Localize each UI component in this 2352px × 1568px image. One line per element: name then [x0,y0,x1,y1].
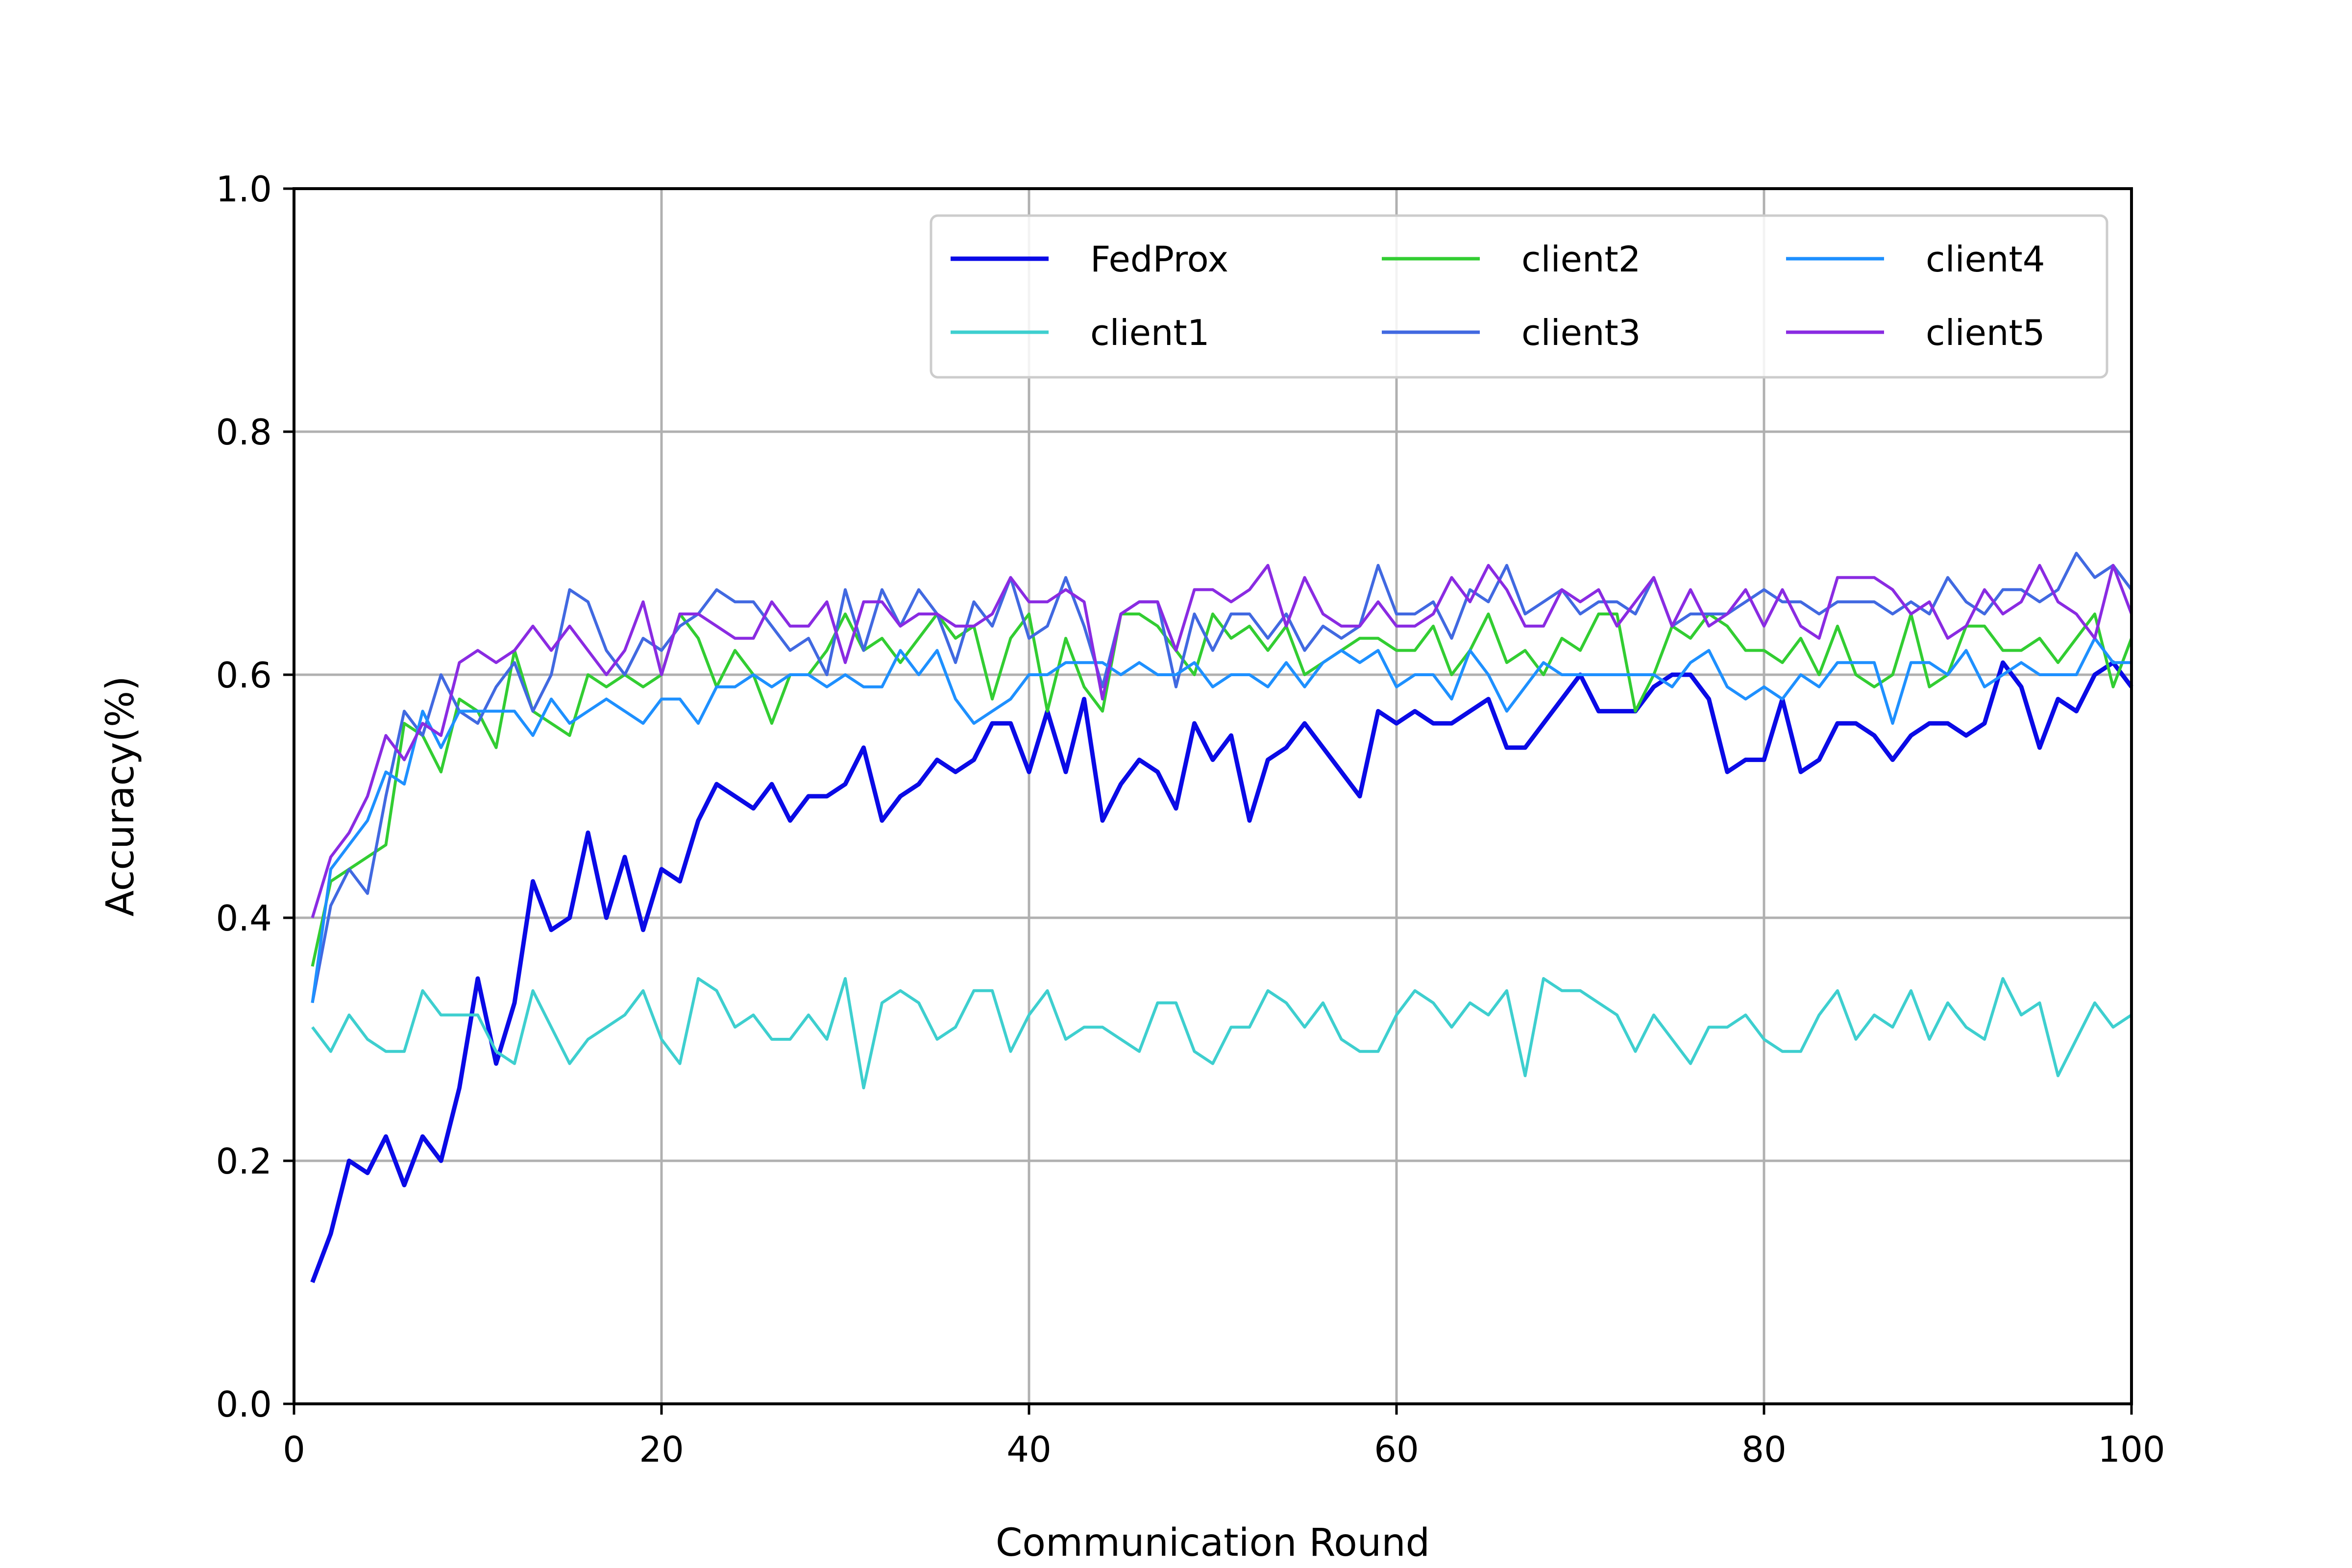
legend-label-client1: client1 [1090,312,1210,353]
series-line-client4 [311,637,2132,1004]
legend: FedProx client1 client2 client3 client4 clien… [930,214,2108,379]
x-tick-label: 60 [1374,1429,1419,1470]
x-tick-label: 80 [1741,1429,1787,1470]
legend-box [930,214,2108,379]
legend-label-client3: client3 [1521,312,1641,353]
legend-label-client4: client4 [1926,239,2045,280]
x-axis-label: Communication Round [996,1521,1430,1565]
series-line-fedprox [310,660,2133,1283]
y-tick-label: 0.0 [216,1384,272,1425]
series-line-client5 [311,564,2133,918]
legend-label-client5: client5 [1926,312,2045,353]
series-line-client2 [311,612,2133,967]
y-tick-label: 0.6 [216,655,272,696]
y-tick-label: 0.4 [216,898,272,939]
x-tick-label: 20 [639,1429,684,1470]
y-tick-label: 0.8 [216,412,272,453]
x-tick-label: 100 [2098,1429,2165,1470]
y-tick-label: 0.2 [216,1141,272,1182]
series-layer [310,552,2133,1283]
series-line-client1 [311,977,2132,1090]
y-tick-label: 1.0 [216,169,272,210]
grid [293,187,2133,1405]
y-axis-label: Accuracy(%) [98,676,143,916]
legend-label-fedprox: FedProx [1090,239,1228,280]
plot-frame [293,187,2133,1405]
x-tick-label: 0 [283,1429,305,1470]
legend-label-client2: client2 [1521,239,1641,280]
x-tick-label: 40 [1006,1429,1052,1470]
ticks: 0 20 40 60 80 100 0.0 0.2 0.4 0.6 0.8 1.0 [216,169,2165,1470]
